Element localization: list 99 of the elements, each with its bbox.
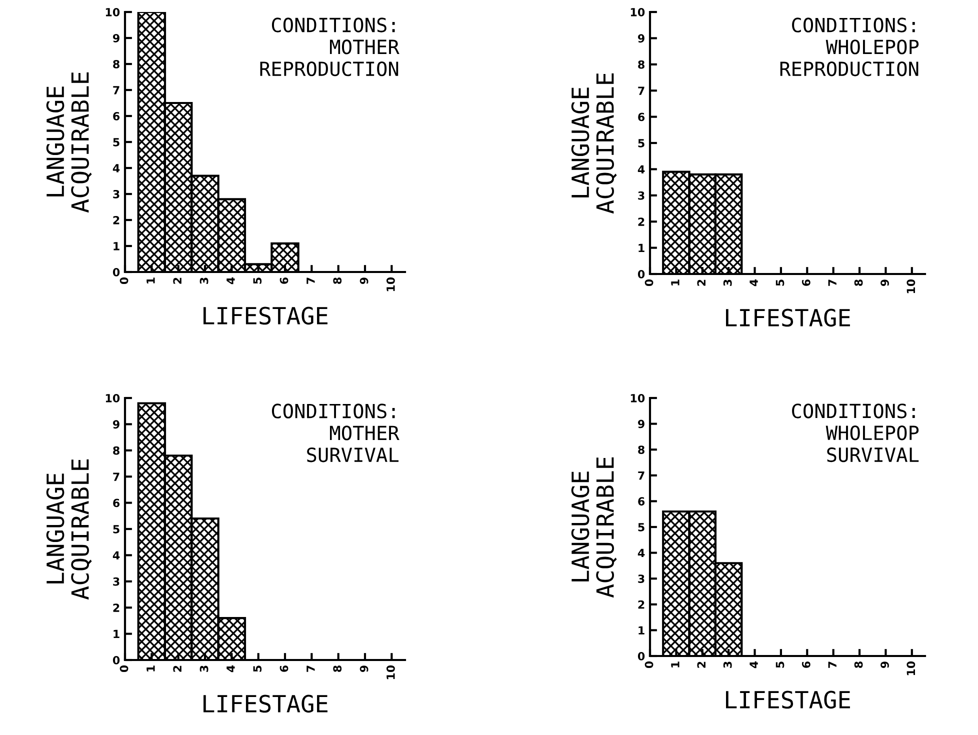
y-tick-label: 8 — [638, 446, 644, 454]
y-tick-label: 5 — [638, 139, 644, 148]
y-tick-label: 3 — [113, 190, 120, 198]
y-tick-label: 0 — [638, 652, 645, 660]
x-tick-label: 2 — [697, 280, 706, 286]
y-tick-label: 9 — [638, 420, 644, 428]
x-tick-label: 5 — [253, 666, 262, 672]
y-tick-label: 4 — [112, 551, 120, 560]
x-tick-label: 9 — [880, 662, 889, 668]
x-axis-title: LIFESTAGE — [204, 306, 328, 325]
x-tick-label: 3 — [200, 666, 208, 672]
x-tick-label: 1 — [671, 280, 680, 286]
x-tick-label: 10 — [386, 277, 395, 292]
x-axis-title: LIFESTAGE — [204, 694, 328, 713]
annotation: CONDITIONS: WHOLEPOP REPRODUCTION — [780, 18, 919, 76]
x-tick-label: 0 — [644, 661, 654, 668]
y-tick-label: 2 — [638, 600, 644, 609]
y-tick-label: 4 — [638, 165, 645, 174]
x-tick-label: 8 — [854, 280, 863, 286]
y-tick-label: 0 — [112, 268, 120, 276]
y-tick-label: 9 — [112, 420, 120, 429]
y-axis-title: LANGUAGE ACQUIRABLE — [571, 457, 617, 598]
y-tick-label: 6 — [113, 112, 120, 120]
y-tick-label: 8 — [113, 446, 120, 455]
y-tick-label: 9 — [638, 34, 644, 43]
y-tick-label: 8 — [638, 60, 644, 69]
y-tick-label: 5 — [113, 138, 120, 146]
x-tick-label: 7 — [306, 278, 315, 284]
y-tick-label: 4 — [638, 548, 645, 558]
y-tick-label: 5 — [113, 525, 120, 534]
x-tick-label: 7 — [828, 662, 836, 668]
y-tick-label: 4 — [112, 164, 120, 172]
x-tick-label: 4 — [750, 661, 758, 668]
x-tick-label: 6 — [280, 665, 288, 672]
y-tick-label: 2 — [113, 604, 120, 612]
x-tick-label: 0 — [644, 279, 654, 286]
x-tick-label: 1 — [671, 662, 680, 668]
x-tick-label: 10 — [906, 279, 916, 294]
y-tick-label: 3 — [113, 577, 120, 586]
y-tick-label: 2 — [113, 216, 120, 224]
x-tick-label: 5 — [776, 662, 784, 668]
y-tick-label: 0 — [638, 270, 645, 278]
x-tick-label: 6 — [802, 279, 810, 286]
x-tick-label: 8 — [333, 666, 342, 672]
y-tick-label: 2 — [638, 218, 644, 226]
x-axis-title: LIFESTAGE — [726, 308, 850, 327]
annotation: CONDITIONS: MOTHER REPRODUCTION — [260, 18, 400, 76]
y-tick-label: 10 — [106, 8, 120, 16]
x-tick-label: 0 — [120, 277, 128, 284]
y-tick-label: 7 — [113, 472, 120, 481]
x-tick-label: 10 — [386, 665, 395, 680]
x-axis-title: LIFESTAGE — [726, 690, 850, 709]
x-tick-label: 9 — [360, 666, 368, 672]
x-tick-label: 6 — [280, 277, 288, 284]
y-tick-label: 3 — [638, 574, 644, 583]
x-tick-label: 3 — [723, 662, 732, 668]
y-tick-label: 8 — [113, 60, 120, 68]
y-tick-label: 6 — [113, 498, 120, 508]
y-tick-label: 7 — [638, 472, 644, 480]
x-tick-label: 2 — [173, 666, 182, 672]
y-axis-title: LANGUAGE ACQUIRABLE — [46, 72, 92, 213]
y-tick-label: 9 — [112, 34, 120, 42]
y-tick-label: 6 — [638, 112, 645, 122]
x-tick-label: 4 — [226, 277, 235, 284]
y-tick-label: 10 — [630, 394, 645, 402]
y-tick-label: 7 — [638, 86, 644, 95]
y-tick-label: 10 — [630, 8, 645, 16]
x-tick-label: 4 — [226, 665, 235, 672]
y-tick-label: 5 — [638, 523, 644, 532]
x-tick-label: 1 — [146, 278, 155, 284]
x-tick-label: 2 — [697, 662, 706, 668]
x-tick-label: 5 — [253, 278, 262, 284]
y-axis-title: LANGUAGE ACQUIRABLE — [571, 73, 617, 214]
y-axis-title: LANGUAGE ACQUIRABLE — [46, 459, 92, 600]
x-tick-label: 4 — [750, 279, 758, 286]
y-tick-label: 1 — [114, 630, 120, 638]
y-tick-label: 1 — [638, 244, 644, 252]
x-tick-label: 1 — [146, 666, 155, 672]
x-tick-label: 3 — [200, 278, 208, 284]
annotation: CONDITIONS: WHOLEPOP SURVIVAL — [792, 404, 919, 462]
y-tick-label: 3 — [638, 191, 644, 200]
x-tick-label: 3 — [723, 280, 732, 286]
x-tick-label: 7 — [306, 666, 315, 672]
y-tick-label: 7 — [113, 86, 120, 94]
x-tick-label: 7 — [828, 280, 836, 286]
x-tick-label: 8 — [854, 662, 863, 668]
x-tick-label: 9 — [360, 278, 368, 284]
x-tick-label: 5 — [776, 280, 784, 286]
x-tick-label: 8 — [333, 278, 342, 284]
x-tick-label: 9 — [880, 280, 889, 286]
x-tick-label: 0 — [120, 665, 128, 672]
y-tick-label: 6 — [638, 497, 645, 506]
x-tick-label: 2 — [173, 278, 182, 284]
x-tick-label: 6 — [802, 661, 810, 668]
y-tick-label: 1 — [114, 242, 120, 250]
annotation: CONDITIONS: MOTHER SURVIVAL — [272, 404, 400, 462]
y-tick-label: 10 — [106, 394, 120, 402]
y-tick-label: 1 — [638, 626, 644, 634]
x-tick-label: 10 — [906, 661, 916, 676]
